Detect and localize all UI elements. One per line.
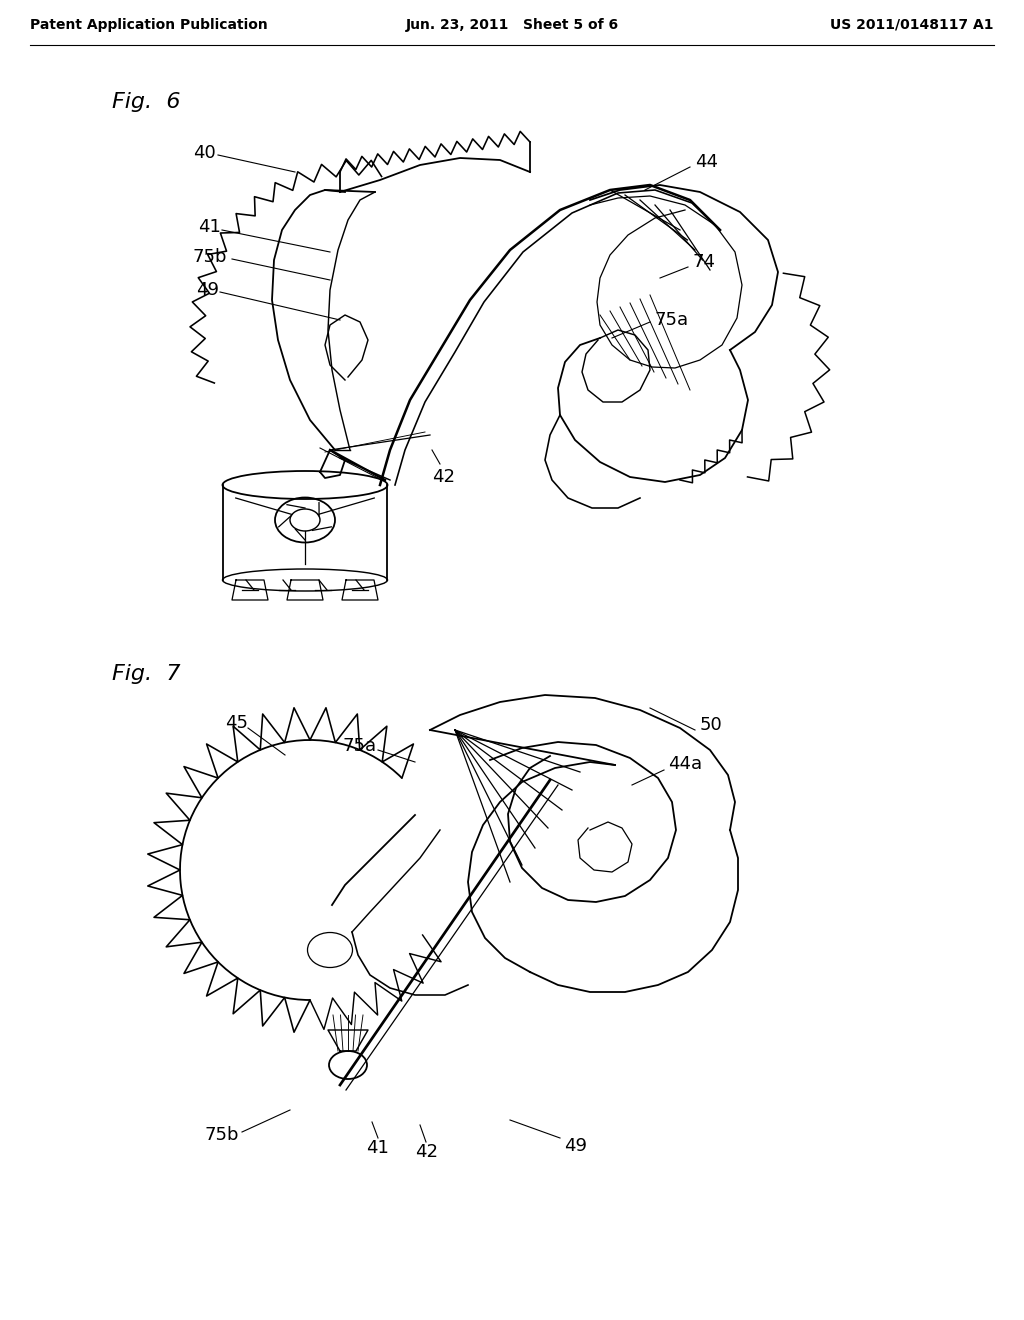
Text: Fig.  7: Fig. 7 <box>112 664 180 684</box>
Text: 75b: 75b <box>205 1126 240 1144</box>
Text: 41: 41 <box>366 1139 389 1158</box>
Text: Patent Application Publication: Patent Application Publication <box>30 18 267 32</box>
Text: 44: 44 <box>695 153 718 172</box>
Text: 74: 74 <box>692 253 715 271</box>
Text: 41: 41 <box>198 218 221 236</box>
Text: 49: 49 <box>564 1137 587 1155</box>
Text: 75a: 75a <box>655 312 689 329</box>
Text: 50: 50 <box>700 715 723 734</box>
Text: US 2011/0148117 A1: US 2011/0148117 A1 <box>830 18 994 32</box>
Text: Jun. 23, 2011   Sheet 5 of 6: Jun. 23, 2011 Sheet 5 of 6 <box>406 18 618 32</box>
Text: 49: 49 <box>196 281 219 300</box>
Text: 42: 42 <box>432 469 455 486</box>
Text: 42: 42 <box>415 1143 438 1162</box>
Text: 75a: 75a <box>342 737 376 755</box>
Text: 45: 45 <box>225 714 248 733</box>
Text: 44a: 44a <box>668 755 702 774</box>
Text: 75b: 75b <box>193 248 227 267</box>
Text: Fig.  6: Fig. 6 <box>112 92 180 112</box>
Text: 40: 40 <box>193 144 216 162</box>
